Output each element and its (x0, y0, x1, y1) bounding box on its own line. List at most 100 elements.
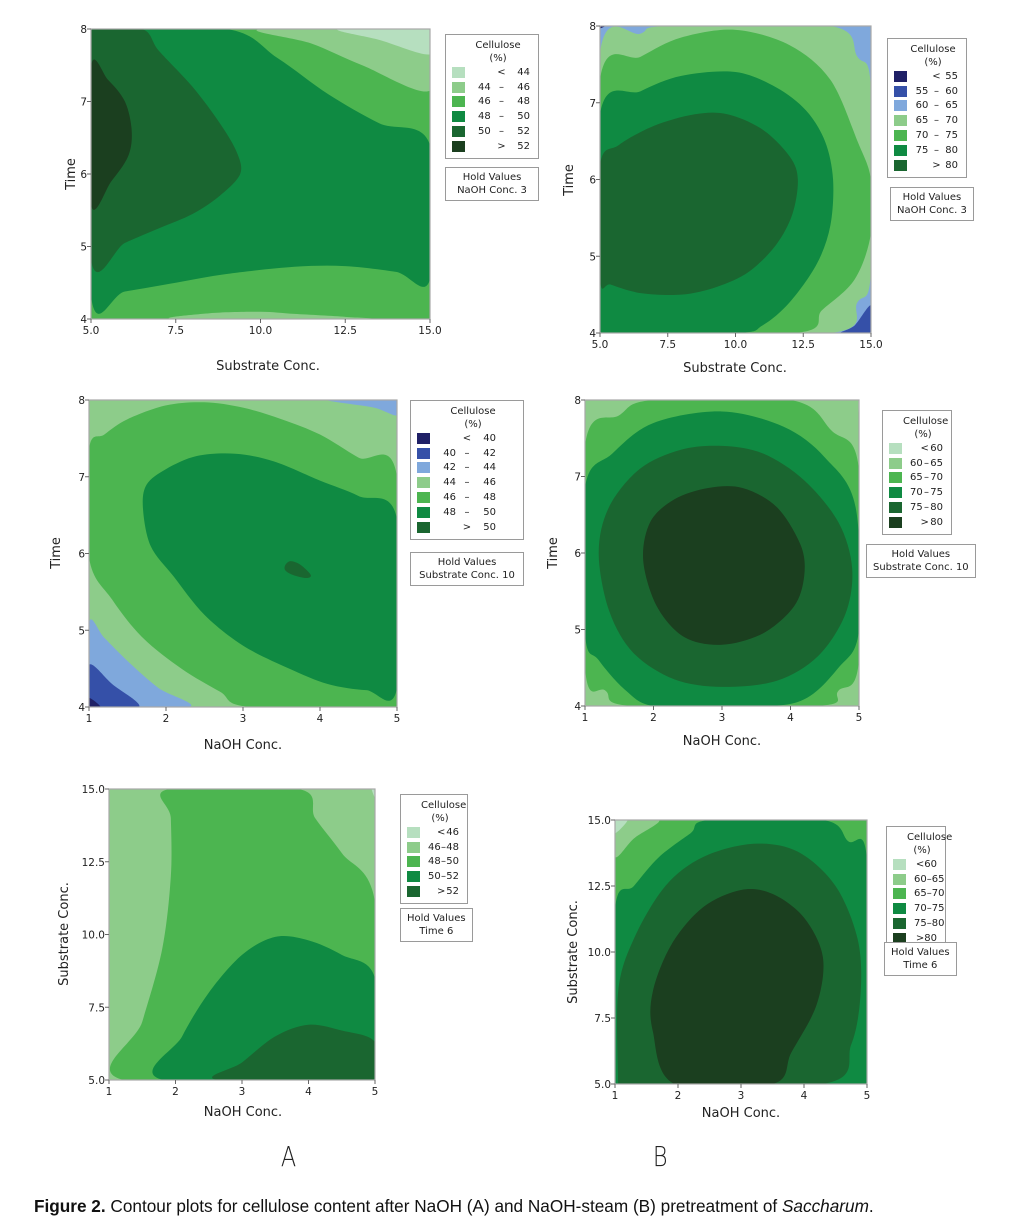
legend-high-value: 80 (930, 502, 943, 514)
legend-swatch (407, 841, 420, 853)
legend-item: 70–75 (893, 901, 944, 916)
legend-high-value: 48 (446, 841, 459, 853)
legend-low-value: 70 (910, 487, 923, 499)
legend-title: Cellulose (%) (450, 406, 496, 430)
legend-title: Cellulose (%) (910, 44, 956, 68)
y-tick-label: 4 (589, 328, 596, 340)
legend-item: <40 (417, 431, 515, 446)
contour-region-light (256, 29, 430, 92)
legend-item: 60–65 (889, 456, 943, 471)
legend: Cellulose (%) <46 46–48 48–50 50–52 >52 (400, 794, 468, 904)
y-tick-label: 8 (78, 395, 85, 407)
legend-item: 60–65 (893, 872, 944, 887)
hold-values-text: Time 6 (903, 960, 938, 971)
legend-operator: – (926, 918, 932, 930)
legend-swatch (889, 516, 902, 528)
legend-item: >50 (417, 520, 515, 535)
legend-title: Cellulose (%) (903, 416, 949, 440)
hold-values-box: Hold Values NaOH Conc. 3 (445, 167, 539, 201)
legend: Cellulose (%) <55 55–60 60–65 65–70 70–75 75–80… (887, 38, 967, 178)
hold-values-box: Hold Values Substrate Conc. 10 (866, 544, 976, 578)
y-tick-label: 6 (589, 175, 596, 187)
y-tick-label: 7 (589, 98, 596, 110)
hold-values-title: Hold Values (891, 947, 950, 958)
legend-operator: < (437, 826, 446, 838)
contour-region-dark (284, 561, 311, 579)
legend-swatch (893, 858, 906, 870)
legend-low-value: 48 (428, 856, 441, 868)
hold-values-title: Hold Values (462, 172, 522, 183)
legend-item: 48– 50 (452, 109, 530, 124)
legend-high-value: 60 (924, 858, 937, 870)
legend-operator: – (934, 144, 939, 156)
y-tick-label: 5 (80, 242, 87, 254)
legend-operator: < (497, 66, 506, 78)
contour-region-dark (600, 112, 798, 296)
legend-operator: > (497, 140, 506, 152)
legend-high-value: 48 (483, 492, 496, 504)
legend-low-value: 60 (914, 873, 927, 885)
legend-title: Cellulose (%) (907, 832, 953, 856)
legend-item: 75–80 (889, 500, 943, 515)
contour-region-lightblue (327, 400, 397, 416)
legend-operator: – (464, 477, 470, 489)
legend-low-value: 75 (915, 144, 929, 156)
y-axis-label: Time (49, 537, 64, 570)
legend-low-value: 75 (914, 918, 927, 930)
legend-high-value: 65 (945, 100, 958, 112)
y-tick-label: 6 (80, 169, 87, 181)
legend-low-value: 60 (910, 457, 923, 469)
x-tick-label: 12.5 (334, 325, 357, 337)
caption-figure-number: Figure 2. (34, 1196, 106, 1216)
legend-swatch (452, 111, 465, 123)
legend-high-value: 48 (517, 96, 530, 108)
hold-values-title: Hold Values (891, 549, 951, 560)
legend-high-value: 75 (945, 130, 958, 142)
legend-operator: – (924, 502, 929, 514)
legend-high-value: 60 (930, 442, 943, 454)
legend-item: 70–75 (889, 485, 943, 500)
legend-swatch (452, 66, 465, 78)
legend-swatch (452, 81, 465, 93)
x-tick-label: 4 (801, 1090, 808, 1102)
legend-high-value: 42 (483, 447, 496, 459)
legend-high-value: 46 (517, 81, 530, 93)
hold-values-box: Hold Values NaOH Conc. 3 (890, 187, 974, 221)
legend-operator: – (441, 871, 446, 883)
legend-high-value: 80 (945, 159, 958, 171)
contour-region-pale (337, 29, 430, 55)
x-tick-label: 5 (864, 1090, 871, 1102)
contour-region-green (142, 453, 397, 701)
legend-high-value: 50 (446, 856, 459, 868)
legend-item: >80 (889, 515, 943, 530)
x-tick-label: 2 (172, 1086, 179, 1098)
legend-item: 65–70 (889, 471, 943, 486)
legend-high-value: 80 (924, 932, 937, 944)
contour-region-navy (89, 697, 101, 707)
legend-swatch (889, 457, 902, 469)
legend-item: 46– 48 (452, 95, 530, 110)
contour-region-lightblue (89, 619, 192, 707)
legend-swatch (417, 462, 430, 474)
x-tick-label: 7.5 (167, 325, 184, 337)
legend: Cellulose (%) <60 60–65 65–70 70–75 75–80 >80 (882, 410, 952, 535)
legend-item: >52 (452, 139, 530, 154)
y-tick-label: 15.0 (588, 815, 611, 827)
x-tick-label: 3 (240, 713, 247, 725)
legend-low-value: 50 (428, 871, 441, 883)
legend-swatch (894, 115, 907, 127)
legend-swatch (889, 487, 902, 499)
caption-species: Saccharum (781, 1196, 869, 1216)
legend-operator: – (464, 462, 470, 474)
contour-region-blue (840, 305, 871, 333)
hold-values-title: Hold Values (437, 557, 497, 568)
panel-label-a: A (280, 1140, 297, 1173)
legend-swatch (894, 130, 907, 142)
x-tick-label: 12.5 (792, 339, 815, 351)
legend-high-value: 70 (945, 115, 958, 127)
y-tick-label: 7.5 (594, 1013, 611, 1025)
y-tick-label: 7.5 (88, 1002, 105, 1014)
